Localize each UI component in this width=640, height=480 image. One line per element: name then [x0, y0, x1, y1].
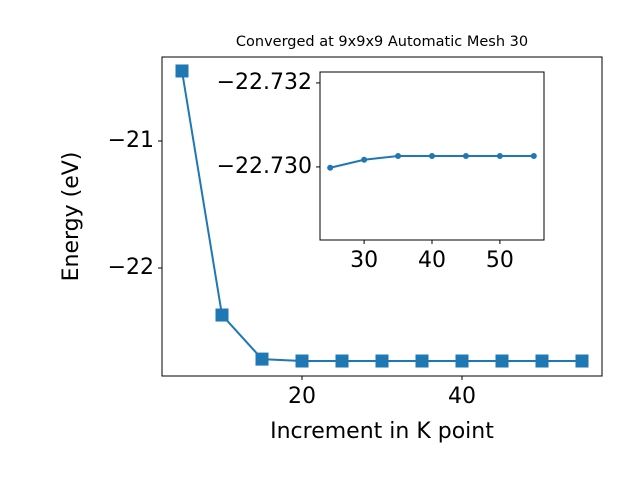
- marker: [462, 153, 469, 159]
- marker: [327, 164, 334, 171]
- marker: [375, 354, 389, 368]
- x-tick-label: 30: [350, 248, 378, 273]
- marker: [395, 153, 402, 159]
- marker: [496, 153, 503, 159]
- marker: [295, 354, 309, 368]
- x-tick-label: 20: [288, 384, 316, 409]
- y-tick-label: −22.732: [217, 70, 312, 95]
- marker: [575, 354, 589, 368]
- marker: [429, 153, 435, 159]
- marker: [415, 354, 429, 368]
- y-tick-label: −21: [108, 128, 154, 153]
- marker: [255, 352, 269, 366]
- y-tick-label: −22: [108, 255, 154, 280]
- marker: [215, 308, 229, 322]
- marker: [495, 354, 509, 368]
- marker: [361, 156, 368, 163]
- x-tick-label: 40: [418, 248, 446, 273]
- y-axis-label: Energy (eV): [59, 152, 84, 282]
- marker: [175, 64, 189, 78]
- y-tick-label: −22.730: [217, 154, 312, 179]
- marker: [535, 354, 549, 368]
- marker: [335, 354, 349, 368]
- x-tick-label: 40: [448, 384, 476, 409]
- chart-title: Converged at 9x9x9 Automatic Mesh 30: [236, 34, 528, 50]
- x-axis-label: Increment in K point: [270, 419, 494, 444]
- marker: [530, 153, 537, 159]
- marker: [455, 354, 469, 368]
- x-tick-label: 50: [486, 248, 514, 273]
